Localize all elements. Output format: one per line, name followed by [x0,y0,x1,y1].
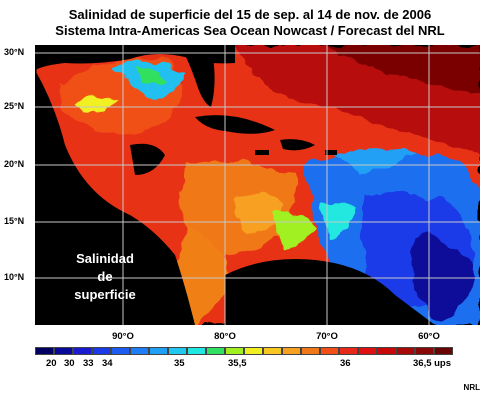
colorbar-swatch [92,347,111,355]
lon-label-60o: 60°O [418,331,440,342]
scale-tick: 33 [83,358,94,369]
lon-label-90o: 90°O [112,331,134,342]
map-subtitle: Sistema Intra-Americas Sea Ocean Nowcast… [55,23,445,38]
colorbar-swatch [244,347,263,355]
colorbar-swatch [320,347,339,355]
salinity-colorbar [35,347,453,355]
scale-tick: 36 [340,358,351,369]
colorbar-swatch [130,347,149,355]
land-masses [35,45,435,325]
scale-tick: 36,5 ups [413,358,452,369]
lon-label-80o: 80°O [214,331,236,342]
colorbar-swatch [54,347,73,355]
colorbar-swatch [396,347,415,355]
lat-label-30n: 30°N [4,47,25,57]
scale-tick: 35 [174,358,185,369]
scale-tick: 30 [64,358,75,369]
lat-label-25n: 25°N [4,101,25,111]
colorbar-swatch [339,347,358,355]
lat-label-20n: 20°N [4,159,25,169]
colorbar-swatch [111,347,130,355]
lat-label-10n: 10°N [4,272,25,282]
salinity-map [35,45,480,325]
colorbar-swatch [415,347,434,355]
salinity-map-graphic [35,45,480,325]
scale-tick: 35,5 [228,358,247,369]
inset-label-line: Salinidad [76,251,134,266]
colorbar-swatch [187,347,206,355]
colorbar-swatch [282,347,301,355]
scale-tick: 20 [46,358,57,369]
colorbar-swatch [434,347,453,355]
map-title: Salinidad de superficie del 15 de sep. a… [68,7,432,22]
inset-label: Salinidad de superficie [55,250,155,304]
colorbar-swatch [168,347,187,355]
graticule [35,45,480,325]
colorbar-swatch [377,347,396,355]
colorbar-swatch [35,347,54,355]
colorbar-swatch [149,347,168,355]
colorbar-swatch [358,347,377,355]
lon-label-70o: 70°O [316,331,338,342]
credit-label: NRL [463,383,480,392]
colorbar-swatch [206,347,225,355]
colorbar-swatch [73,347,92,355]
lat-label-15n: 15°N [4,216,25,226]
inset-label-line: de [97,269,113,284]
colorbar-swatch [301,347,320,355]
colorbar-swatch [263,347,282,355]
colorbar-swatch [225,347,244,355]
inset-label-line: superficie [74,287,136,302]
scale-tick: 34 [102,358,113,369]
